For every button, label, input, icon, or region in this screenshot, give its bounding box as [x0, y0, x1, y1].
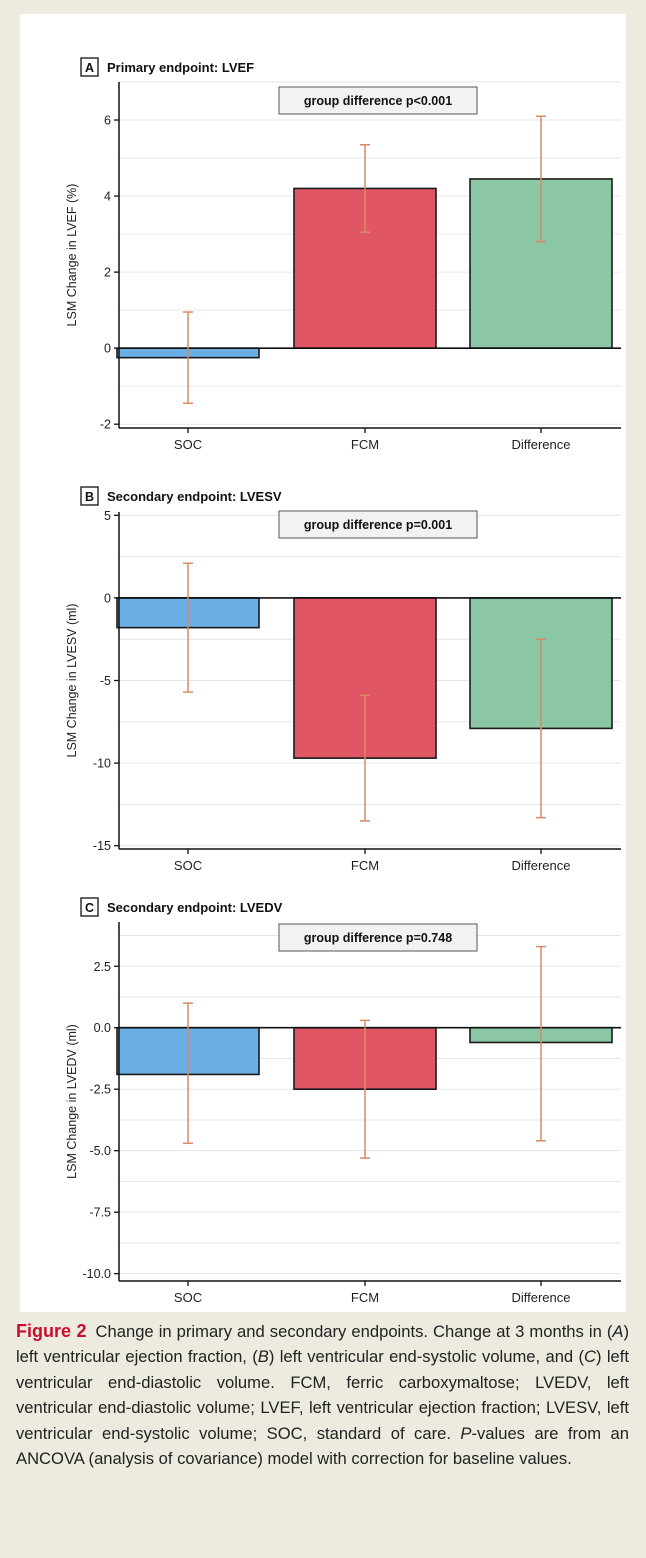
error-bar-soc: [183, 311, 193, 405]
caption-text-run: A: [612, 1322, 624, 1341]
y-tick-label: -10: [93, 757, 111, 771]
annotation-box: [278, 923, 478, 952]
caption-label: Figure 2: [16, 1321, 87, 1341]
panel-letter-box: [80, 57, 99, 77]
panel-title: Primary endpoint: LVEF: [107, 60, 254, 75]
y-tick-label: -5: [100, 674, 111, 688]
panel-title-group: B Secondary endpoint: LVESV: [80, 486, 282, 506]
y-tick-label: 0: [104, 591, 111, 605]
error-bar-fcm: [360, 1019, 370, 1159]
y-tick-label: -10.0: [83, 1267, 112, 1281]
x-tick-label: FCM: [351, 1290, 379, 1305]
panel-letter: A: [85, 61, 94, 75]
x-tick-label: Difference: [511, 1290, 570, 1305]
x-tick-label: Difference: [511, 437, 570, 452]
caption-text-run: ) left ventricular end-diastolic volume.…: [16, 1347, 629, 1443]
y-tick-label: -5.0: [89, 1144, 111, 1158]
charts-svg: -2 0 2 4 6 SOC FCM Difference LSM Change in LVEF…: [65, 57, 621, 1305]
annotation-badge: group difference p=0.001: [278, 510, 478, 539]
y-tick-label: 2.5: [94, 960, 111, 974]
chart-panel-a: -2 0 2 4 6 SOC FCM Difference LSM Change in LVEF…: [65, 57, 621, 452]
x-tick-label: Difference: [511, 858, 570, 873]
caption-text-run: B: [257, 1347, 269, 1367]
annotation-text: group difference p=0.001: [304, 518, 452, 532]
error-bar-difference: [536, 638, 546, 819]
y-axis-label: LSM Change in LVEF (%): [65, 184, 79, 327]
y-tick-label: 5: [104, 509, 111, 523]
panel-letter: B: [85, 490, 94, 504]
chart-panel-c: -10.0 -7.5 -5.0 -2.5 0.0 2.5 SOC FCM Difference L…: [65, 897, 621, 1305]
y-tick-label: 6: [104, 114, 111, 128]
caption-text-run: C: [584, 1347, 596, 1367]
figure-panel: -2 0 2 4 6 SOC FCM Difference LSM Change in LVEF…: [20, 14, 626, 1312]
caption-text-run: Change in primary and secondary endpoint…: [90, 1322, 613, 1341]
y-tick-label: 4: [104, 190, 111, 204]
x-tick-label: FCM: [351, 858, 379, 873]
chart-panel-b: -15 -10 -5 0 5 SOC FCM Difference LSM Change in …: [65, 486, 621, 873]
panel-title: Secondary endpoint: LVEDV: [107, 900, 283, 915]
annotation-badge: group difference p<0.001: [278, 86, 478, 115]
x-tick-label: SOC: [174, 437, 202, 452]
annotation-text: group difference p<0.001: [304, 94, 452, 108]
error-bar-difference: [536, 945, 546, 1142]
error-bar-difference: [536, 115, 546, 243]
error-bar-soc: [183, 1002, 193, 1145]
y-tick-label: 0: [104, 342, 111, 356]
panel-title-group: A Primary endpoint: LVEF: [80, 57, 254, 77]
panel-title: Secondary endpoint: LVESV: [107, 489, 282, 504]
annotation-badge: group difference p=0.748: [278, 923, 478, 952]
annotation-box: [278, 510, 478, 539]
error-bar-soc: [183, 562, 193, 693]
error-bar-fcm: [360, 143, 370, 233]
error-bar-fcm: [360, 694, 370, 822]
caption-text-run: ) left ventricular end-systolic volume, …: [268, 1347, 585, 1367]
panel-letter: C: [85, 901, 94, 915]
panel-letter-box: [80, 486, 99, 506]
caption-text-run: P: [460, 1423, 472, 1443]
panel-title-group: C Secondary endpoint: LVEDV: [80, 897, 283, 917]
caption-text-run: ) left ventricular ejection fraction, (: [16, 1322, 629, 1367]
y-tick-label: -7.5: [89, 1206, 111, 1220]
x-tick-label: SOC: [174, 1290, 202, 1305]
panel-letter-box: [80, 897, 99, 917]
caption-text-run: -values are from an ANCOVA (analysis of …: [16, 1423, 630, 1469]
y-axis-label: LSM Change in LVESV (ml): [65, 604, 79, 758]
caption-body: Change in primary and secondary endpoint…: [16, 1322, 629, 1468]
annotation-box: [278, 86, 478, 115]
y-tick-label: 2: [104, 266, 111, 280]
x-tick-label: FCM: [351, 437, 379, 452]
x-tick-label: SOC: [174, 858, 202, 873]
figure-caption: Figure 2 Change in primary and secondary…: [16, 1319, 629, 1471]
y-tick-label: -2.5: [89, 1083, 111, 1097]
y-tick-label: -2: [100, 418, 111, 432]
y-axis-label: LSM Change in LVEDV (ml): [65, 1024, 79, 1179]
y-tick-label: -15: [93, 839, 111, 853]
annotation-text: group difference p=0.748: [304, 931, 452, 945]
y-tick-label: 0.0: [94, 1021, 111, 1035]
